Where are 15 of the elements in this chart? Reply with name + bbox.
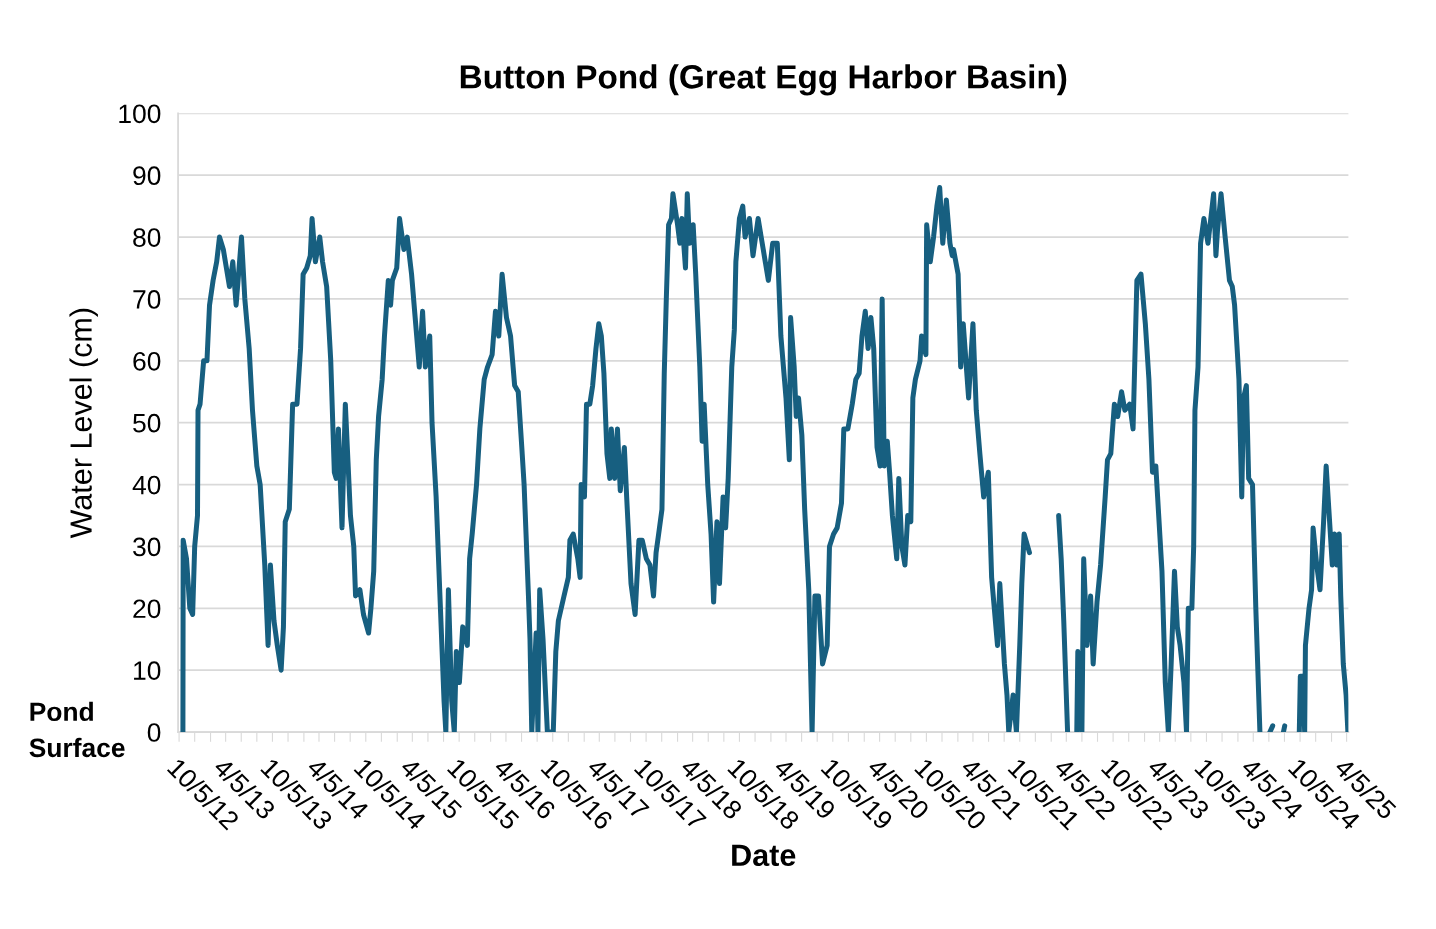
y-tick-label: 60 [133, 351, 161, 371]
y-tick-label: 100 [119, 104, 161, 124]
y-tick-label: 0 [147, 723, 161, 742]
y-tick-label: 10 [134, 661, 161, 680]
y-tick-label: 20 [133, 599, 161, 619]
y-tick-label: 90 [133, 166, 161, 186]
y-tick-label: 80 [133, 228, 161, 247]
chart-title: Button Pond (Great Egg Harbor Basin) [460, 64, 1067, 96]
y-tick-label: 40 [132, 475, 161, 495]
y-tick-label: 50 [133, 413, 161, 433]
x-axis-title: Date [732, 844, 796, 867]
y-tick-label: 70 [133, 290, 161, 309]
y-tick-label: 30 [133, 537, 161, 557]
text: Pond Surface [29, 701, 125, 758]
y-axis-title: Water Level (cm) [69, 308, 98, 539]
